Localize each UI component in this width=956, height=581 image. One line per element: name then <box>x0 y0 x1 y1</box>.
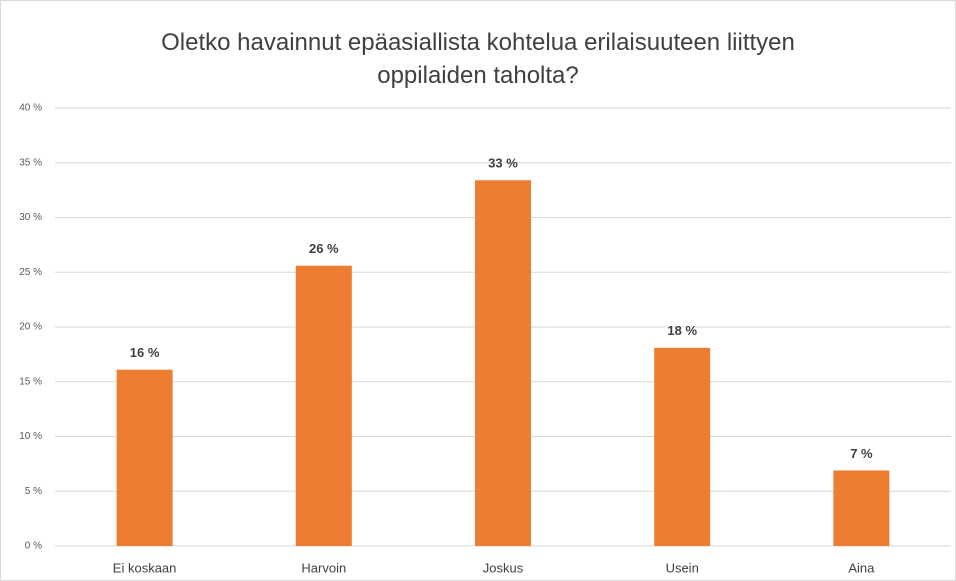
bar <box>475 180 531 546</box>
bar <box>116 369 173 546</box>
y-tick-label: 30 % <box>19 212 42 223</box>
x-tick-label: Aina <box>848 560 875 575</box>
bar <box>295 265 352 546</box>
data-label: 26 % <box>309 241 339 256</box>
data-label: 7 % <box>850 446 873 461</box>
x-tick-label: Joskus <box>483 560 524 575</box>
y-tick-label: 20 % <box>19 322 42 333</box>
y-tick-label: 10 % <box>19 431 42 442</box>
bar <box>833 470 890 546</box>
data-label: 33 % <box>488 156 518 171</box>
bar <box>654 347 711 546</box>
y-tick-label: 15 % <box>19 376 42 387</box>
y-tick-label: 0 % <box>25 541 42 552</box>
x-tick-label: Usein <box>666 560 699 575</box>
chart-title: Oletko havainnut epäasiallista kohtelua … <box>161 29 795 89</box>
y-tick-label: 40 % <box>19 103 42 114</box>
x-tick-label: Harvoin <box>301 560 346 575</box>
x-tick-label: Ei koskaan <box>113 560 177 575</box>
y-tick-label: 25 % <box>19 267 42 278</box>
y-tick-label: 5 % <box>25 486 42 497</box>
data-label: 18 % <box>667 323 697 338</box>
y-tick-label: 35 % <box>19 157 42 168</box>
data-label: 16 % <box>130 345 160 360</box>
